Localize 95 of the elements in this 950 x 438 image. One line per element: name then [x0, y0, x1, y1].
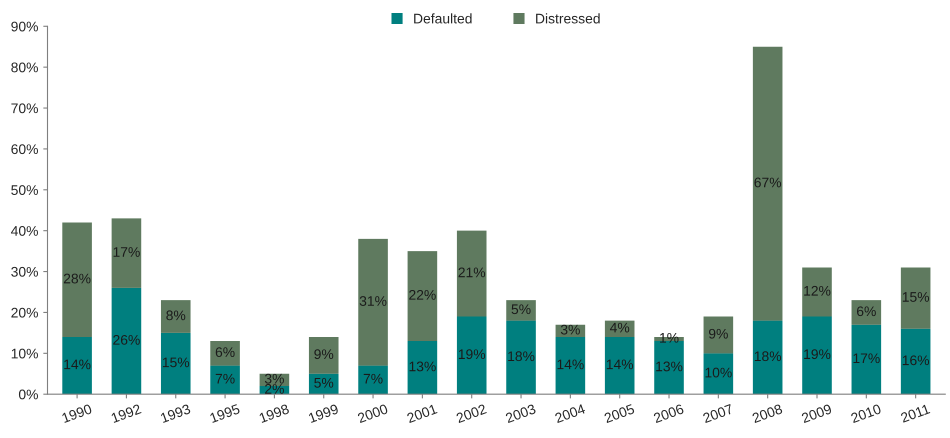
data-label: 14%	[64, 360, 90, 370]
bar	[456, 230, 487, 317]
y-tick-label: 90%	[11, 22, 38, 32]
bar	[752, 46, 782, 321]
x-tick-label: 2011	[900, 404, 930, 423]
x-tick-label: 1990	[61, 404, 92, 424]
bar	[852, 324, 882, 394]
x-tick-label: 2002	[456, 404, 487, 424]
data-label: 14%	[558, 360, 584, 370]
x-tick-label: 2004	[554, 404, 586, 424]
bar	[704, 316, 734, 354]
data-label: 28%	[64, 274, 90, 284]
data-label: 2%	[265, 384, 284, 394]
x-tick-label: 2005	[604, 404, 635, 424]
data-label: 7%	[216, 374, 235, 384]
bar	[704, 353, 734, 394]
bar	[654, 341, 684, 394]
data-label: 13%	[410, 362, 436, 372]
data-label: 4%	[610, 322, 630, 332]
y-tick-label: 30%	[11, 266, 38, 277]
x-tick-label: 1998	[258, 404, 290, 424]
x-tick-label: 2010	[850, 404, 882, 424]
bar	[852, 300, 882, 325]
data-label: 12%	[804, 286, 830, 296]
x-tick-label: 2008	[752, 404, 783, 424]
data-label: 19%	[458, 349, 486, 360]
data-label: 18%	[508, 351, 534, 362]
bar	[358, 366, 388, 394]
x-tick-label: 2009	[801, 404, 832, 424]
data-label: 3%	[264, 374, 284, 384]
x-tick-label: 1992	[110, 404, 142, 424]
data-label: 16%	[902, 355, 930, 366]
bar	[802, 316, 832, 394]
legend-label: Distressed	[536, 13, 600, 24]
bar	[308, 336, 339, 374]
bar	[160, 332, 191, 394]
data-label: 21%	[458, 267, 486, 278]
x-tick-label: 2003	[505, 404, 536, 424]
y-tick-label: 40%	[10, 226, 38, 236]
data-label: 15%	[162, 357, 190, 368]
x-tick-label: 2000	[357, 404, 388, 424]
bar	[604, 336, 634, 394]
data-label: 14%	[606, 360, 634, 370]
bar	[210, 366, 240, 394]
x-tick-label: 2006	[653, 404, 684, 424]
data-label: 15%	[902, 292, 930, 302]
bar	[752, 320, 782, 394]
bar	[506, 300, 536, 321]
y-tick-label: 70%	[11, 103, 38, 114]
bar	[210, 341, 240, 366]
data-label: 6%	[216, 347, 235, 358]
bar	[62, 336, 92, 394]
data-label: 5%	[512, 304, 531, 314]
bar	[408, 341, 438, 394]
data-label: 13%	[656, 362, 682, 372]
bar	[556, 336, 586, 394]
data-label: 7%	[364, 374, 383, 384]
legend-label: Defaulted	[414, 13, 472, 24]
x-tick-label: 2007	[702, 404, 734, 424]
data-label: 10%	[706, 368, 732, 378]
x-tick-label: 1999	[308, 404, 339, 424]
data-label: 6%	[856, 306, 876, 316]
data-label: 18%	[754, 351, 782, 362]
bar	[506, 320, 536, 394]
y-tick-label: 10%	[12, 348, 38, 358]
bar	[456, 316, 487, 394]
data-label: 17%	[114, 247, 140, 257]
y-tick-label: 60%	[11, 144, 38, 154]
y-tick-label: 50%	[11, 185, 38, 195]
bar	[112, 218, 142, 288]
data-label: 9%	[314, 349, 334, 360]
bar	[62, 222, 92, 337]
bar	[160, 300, 191, 333]
data-label: 31%	[360, 296, 386, 306]
y-tick-label: 80%	[11, 62, 38, 72]
data-label: 67%	[754, 178, 782, 188]
x-tick-label: 2001	[406, 404, 438, 424]
y-tick-label: 20%	[11, 308, 38, 318]
data-label: 17%	[853, 353, 880, 364]
data-label: 19%	[804, 349, 830, 360]
bar	[900, 328, 930, 394]
data-label: 9%	[708, 328, 728, 339]
bar	[802, 267, 832, 317]
data-label: 5%	[314, 378, 334, 388]
data-label: 26%	[113, 334, 140, 345]
data-label: 8%	[166, 310, 186, 320]
data-label: 3%	[560, 324, 580, 335]
data-label: 22%	[409, 290, 436, 300]
bar	[900, 267, 930, 329]
x-tick-label: 1993	[160, 404, 191, 424]
y-tick-label: 0%	[18, 390, 38, 400]
bar	[358, 238, 388, 366]
bar	[408, 251, 438, 342]
bar	[112, 288, 142, 394]
x-tick-label: 1995	[209, 404, 240, 424]
